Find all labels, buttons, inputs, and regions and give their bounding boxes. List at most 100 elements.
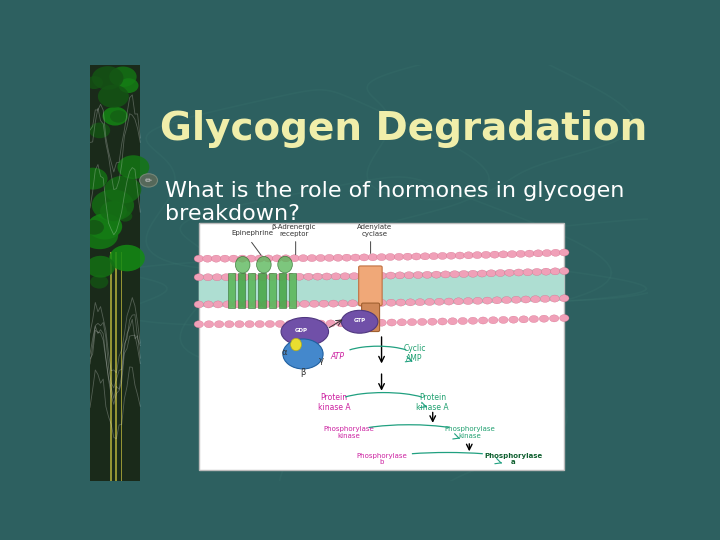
Text: Phosphorylase
a: Phosphorylase a bbox=[484, 453, 542, 465]
Text: Epinephrine: Epinephrine bbox=[232, 230, 274, 235]
Text: Phosphorylase
kinase: Phosphorylase kinase bbox=[323, 426, 374, 439]
Circle shape bbox=[441, 271, 450, 278]
Circle shape bbox=[258, 273, 268, 281]
Circle shape bbox=[294, 273, 304, 280]
Circle shape bbox=[194, 255, 204, 262]
Bar bbox=[228, 273, 235, 308]
Circle shape bbox=[204, 321, 214, 328]
Circle shape bbox=[104, 176, 141, 204]
Circle shape bbox=[255, 255, 264, 262]
Circle shape bbox=[403, 253, 413, 260]
Text: ATP: ATP bbox=[330, 352, 345, 361]
Text: GTP: GTP bbox=[354, 318, 366, 323]
Circle shape bbox=[92, 66, 124, 90]
Circle shape bbox=[408, 319, 417, 326]
Circle shape bbox=[377, 254, 387, 261]
Circle shape bbox=[215, 321, 224, 328]
Circle shape bbox=[300, 300, 310, 307]
Circle shape bbox=[395, 272, 405, 279]
Circle shape bbox=[329, 300, 338, 307]
Circle shape bbox=[316, 254, 325, 261]
Circle shape bbox=[326, 320, 336, 327]
Circle shape bbox=[255, 321, 264, 328]
Circle shape bbox=[109, 66, 137, 87]
Circle shape bbox=[464, 252, 473, 259]
Text: Cyclic
AMP: Cyclic AMP bbox=[403, 345, 426, 363]
Circle shape bbox=[478, 317, 488, 324]
Circle shape bbox=[296, 320, 305, 327]
Circle shape bbox=[404, 272, 414, 279]
Circle shape bbox=[212, 255, 221, 262]
Bar bbox=[258, 273, 266, 308]
Circle shape bbox=[435, 298, 444, 305]
Circle shape bbox=[81, 221, 118, 249]
Bar bbox=[279, 273, 286, 308]
Circle shape bbox=[468, 270, 477, 277]
Circle shape bbox=[508, 251, 517, 258]
Bar bbox=[238, 273, 246, 308]
Ellipse shape bbox=[291, 338, 302, 351]
Circle shape bbox=[559, 267, 569, 274]
Circle shape bbox=[204, 301, 213, 308]
Circle shape bbox=[487, 270, 496, 277]
Circle shape bbox=[559, 249, 569, 256]
Circle shape bbox=[235, 321, 244, 328]
Ellipse shape bbox=[341, 310, 378, 333]
Circle shape bbox=[213, 301, 222, 308]
Circle shape bbox=[459, 271, 469, 278]
Circle shape bbox=[549, 315, 559, 322]
Circle shape bbox=[240, 274, 249, 281]
Circle shape bbox=[377, 299, 387, 306]
Circle shape bbox=[338, 300, 348, 307]
Circle shape bbox=[110, 110, 127, 123]
Circle shape bbox=[387, 319, 397, 326]
Circle shape bbox=[516, 251, 526, 258]
FancyBboxPatch shape bbox=[359, 266, 382, 306]
Circle shape bbox=[420, 253, 430, 260]
Bar bbox=[109, 252, 112, 481]
Circle shape bbox=[428, 318, 437, 325]
Circle shape bbox=[336, 320, 346, 327]
Circle shape bbox=[90, 275, 108, 288]
Circle shape bbox=[492, 297, 502, 304]
FancyBboxPatch shape bbox=[361, 303, 379, 332]
Circle shape bbox=[418, 319, 427, 326]
Circle shape bbox=[511, 296, 521, 303]
Circle shape bbox=[472, 252, 482, 259]
Circle shape bbox=[229, 255, 238, 262]
Circle shape bbox=[307, 254, 317, 261]
Circle shape bbox=[281, 255, 291, 262]
Circle shape bbox=[397, 319, 407, 326]
Circle shape bbox=[473, 298, 482, 305]
Circle shape bbox=[119, 78, 138, 93]
Circle shape bbox=[559, 295, 569, 302]
Circle shape bbox=[525, 250, 534, 257]
Circle shape bbox=[194, 301, 204, 308]
Ellipse shape bbox=[278, 256, 292, 273]
Circle shape bbox=[468, 317, 477, 325]
Text: Protein
kinase A: Protein kinase A bbox=[416, 393, 449, 411]
Circle shape bbox=[438, 252, 447, 259]
Circle shape bbox=[529, 315, 539, 322]
Circle shape bbox=[261, 301, 271, 308]
Circle shape bbox=[92, 190, 134, 221]
Circle shape bbox=[367, 300, 377, 307]
Bar bbox=[289, 273, 297, 308]
Circle shape bbox=[448, 318, 457, 325]
Circle shape bbox=[212, 274, 222, 281]
Circle shape bbox=[348, 300, 357, 307]
Circle shape bbox=[290, 300, 300, 308]
Circle shape bbox=[481, 251, 491, 259]
Circle shape bbox=[550, 295, 559, 302]
Circle shape bbox=[415, 299, 425, 306]
Circle shape bbox=[342, 254, 351, 261]
Circle shape bbox=[358, 300, 367, 307]
Circle shape bbox=[98, 85, 129, 108]
Circle shape bbox=[542, 249, 552, 256]
Circle shape bbox=[118, 211, 132, 221]
Circle shape bbox=[395, 253, 404, 260]
Circle shape bbox=[551, 249, 560, 256]
Circle shape bbox=[438, 318, 447, 325]
Text: Phosphorylase
kinase: Phosphorylase kinase bbox=[444, 426, 495, 439]
Circle shape bbox=[78, 167, 107, 190]
